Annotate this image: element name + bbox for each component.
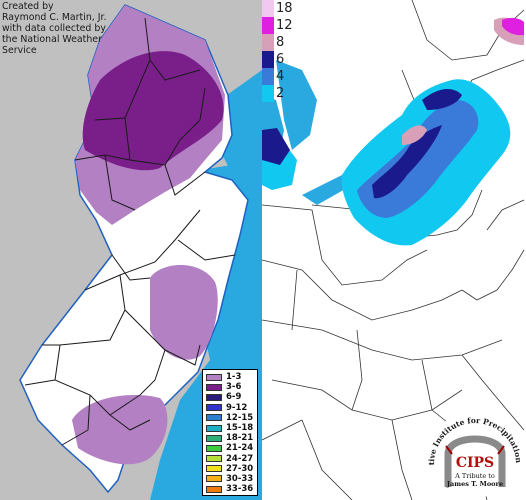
snow-region-1-3-south <box>72 394 168 465</box>
legend-label: 3-6 <box>226 382 242 393</box>
scale-swatch <box>262 85 274 102</box>
cips-logo-text: CIPS <box>456 455 494 471</box>
map-credit: Created by Raymond C. Martin, Jr. with d… <box>2 1 106 56</box>
snowfall-shading <box>262 17 524 246</box>
scale-label: 6 <box>276 52 285 67</box>
legend-label: 12-15 <box>226 412 254 423</box>
legend-item: 9-12 <box>206 403 257 413</box>
legend-label: 9-12 <box>226 402 248 413</box>
legend-label: 18-21 <box>226 433 254 444</box>
snow-band-6in-east <box>422 88 462 110</box>
scale-item: 6 <box>262 51 292 68</box>
scale-label: 2 <box>276 86 285 101</box>
legend-swatch <box>206 485 222 493</box>
legend-item: 3-6 <box>206 382 257 392</box>
legend-swatch <box>206 444 222 452</box>
legend-item: 6-9 <box>206 392 257 402</box>
snowfall-scale: 18 12 8 6 4 2 <box>262 0 293 102</box>
legend-swatch <box>206 465 222 473</box>
credit-line: Created by <box>2 1 54 12</box>
credit-line: the National Weather <box>2 34 102 45</box>
scale-swatch <box>262 0 274 17</box>
cips-arch <box>444 435 506 487</box>
snow-region-3-6-north <box>82 51 224 171</box>
legend-swatch <box>206 414 222 422</box>
scale-swatch <box>262 34 274 51</box>
scale-item: 2 <box>262 85 292 102</box>
snow-band-12in-ne <box>502 17 524 36</box>
scale-item: 12 <box>262 17 293 34</box>
legend-swatch <box>206 393 222 401</box>
scale-label: 4 <box>276 69 285 84</box>
legend-item: 1-3 <box>206 372 257 382</box>
credit-line: with data collected by <box>2 23 106 34</box>
legend-swatch <box>206 404 222 412</box>
scale-label: 8 <box>276 35 285 50</box>
legend-item: 15-18 <box>206 423 257 433</box>
legend-label: 24-27 <box>226 453 254 464</box>
legend-item: 18-21 <box>206 433 257 443</box>
legend-item: 30-33 <box>206 474 257 484</box>
lake-huron <box>276 60 317 150</box>
cips-tribute-name: James T. Moore <box>446 480 503 488</box>
nj-snowfall-legend: 1-3 3-6 6-9 9-12 12-15 15-18 18-21 21-24… <box>202 369 258 496</box>
snow-band-8in <box>402 125 427 145</box>
cips-tribute-line: A Tribute to <box>454 472 495 480</box>
legend-swatch <box>206 424 222 432</box>
legend-item: 12-15 <box>206 413 257 423</box>
new-jersey-snowfall-map <box>0 0 262 500</box>
scale-label: 12 <box>276 18 293 33</box>
credit-line: Raymond C. Martin, Jr. <box>2 12 107 23</box>
legend-label: 6-9 <box>226 392 242 403</box>
scale-item: 8 <box>262 34 292 51</box>
scale-swatch <box>262 17 274 34</box>
credit-line: Service <box>2 45 37 56</box>
snow-band-6in <box>372 125 442 199</box>
legend-item: 21-24 <box>206 443 257 453</box>
county-lines <box>24 17 236 446</box>
scale-swatch <box>262 51 274 68</box>
legend-label: 15-18 <box>226 423 254 434</box>
legend-label: 1-3 <box>226 372 242 383</box>
snow-region-1-3-central <box>150 265 218 360</box>
legend-item: 24-27 <box>206 454 257 464</box>
scale-label: 18 <box>276 1 293 16</box>
snow-band-west-lake <box>262 128 290 165</box>
legend-label: 30-33 <box>226 473 254 484</box>
legend-label: 33-36 <box>226 484 254 495</box>
legend-swatch <box>206 373 222 381</box>
legend-swatch <box>206 434 222 442</box>
scale-item: 18 <box>262 0 293 17</box>
legend-label: 27-30 <box>226 463 254 474</box>
legend-swatch <box>206 475 222 483</box>
legend-item: 33-36 <box>206 484 257 494</box>
legend-label: 21-24 <box>226 443 254 454</box>
legend-swatch <box>206 383 222 391</box>
legend-swatch <box>206 455 222 463</box>
scale-swatch <box>262 68 274 85</box>
scale-item: 4 <box>262 68 292 85</box>
northeast-snowfall-map <box>262 0 526 500</box>
legend-item: 27-30 <box>206 464 257 474</box>
cips-logo: Cooperative Institute for Precipitation … <box>424 392 523 498</box>
